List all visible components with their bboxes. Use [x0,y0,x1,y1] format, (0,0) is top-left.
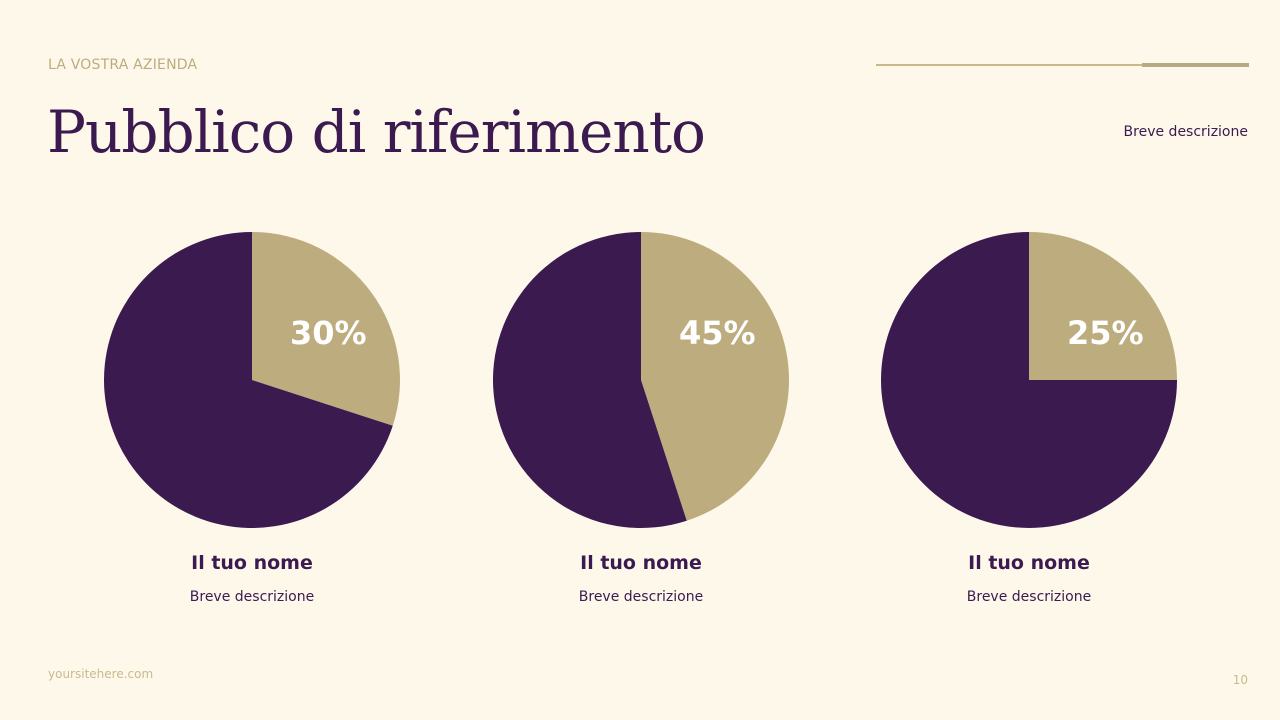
pie-description: Breve descrizione [966,589,1092,605]
pie-percent-label: 45% [679,314,756,352]
pie-svg [881,232,1177,528]
pie-svg [493,232,789,528]
pie-slice-highlight [641,232,789,521]
header-description: Breve descrizione [1123,124,1248,140]
pie-description: Breve descrizione [578,589,704,605]
pie-description: Breve descrizione [189,589,315,605]
decorative-line [876,64,1144,66]
pie-chart-2: 45% Il tuo nome Breve descrizione [491,230,791,605]
pie-percent-label: 25% [1067,314,1144,352]
pie-name: Il tuo nome [191,552,313,574]
pie-name: Il tuo nome [968,552,1090,574]
pie-slice-highlight [1029,232,1177,380]
pie-slice-highlight [252,232,401,426]
company-name: LA VOSTRA AZIENDA [48,57,198,73]
pie-name: Il tuo nome [580,552,702,574]
decorative-line-accent [1142,63,1249,67]
pie-slice-remainder [104,232,393,528]
pie-svg [104,232,401,528]
pie-slice-remainder [881,232,1177,528]
pie-chart-3: 25% Il tuo nome Breve descrizione [879,230,1179,605]
pie-slice-remainder [493,232,687,528]
page-number: 10 [1232,673,1248,687]
footer-site[interactable]: yoursitehere.com [48,667,154,681]
pie-percent-label: 30% [290,314,367,352]
page-title: Pubblico di riferimento [47,98,706,166]
pie-chart-1: 30% Il tuo nome Breve descrizione [102,230,402,605]
